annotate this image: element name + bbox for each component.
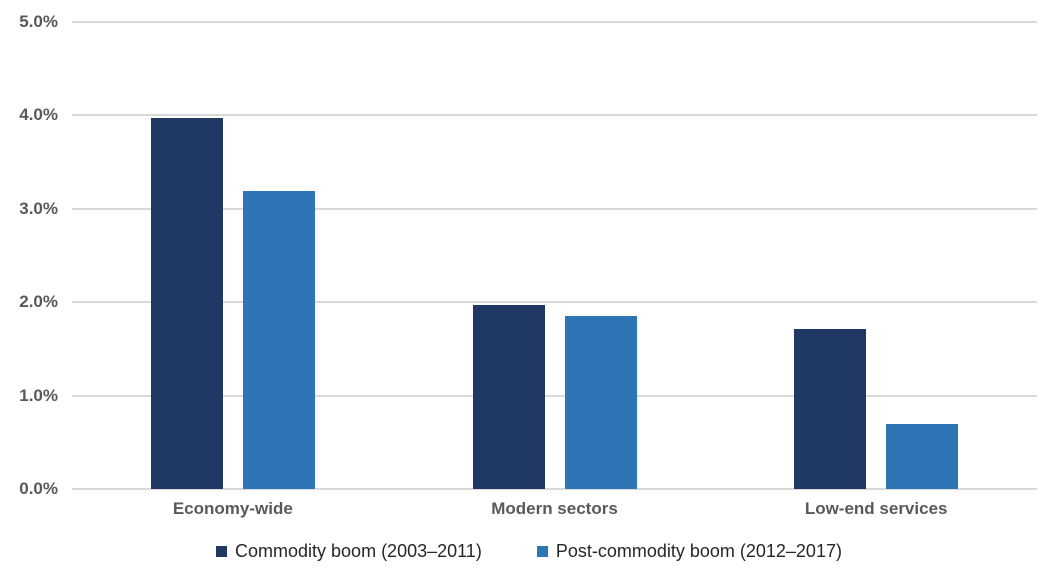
bar-modern-sectors-series-1 [564, 316, 637, 489]
x-category-label: Modern sectors [491, 499, 618, 518]
x-category-label: Low-end services [804, 499, 948, 518]
y-tick-label: 2.0% [19, 292, 58, 312]
gridline [72, 488, 1037, 490]
y-tick-label: 0.0% [19, 479, 58, 498]
gridline [72, 207, 1037, 210]
y-tick-label: 3.0% [19, 198, 58, 218]
bar-low-end-services-series-1 [886, 423, 959, 489]
y-tick-label: 5.0% [19, 12, 58, 31]
bar-economy-wide-series-0 [150, 118, 223, 489]
bar-modern-sectors-series-0 [472, 305, 545, 489]
gridline [72, 394, 1037, 397]
legend-item-series-1: Post-commodity boom (2012–2017) [536, 540, 842, 562]
legend-swatch-icon [216, 545, 228, 557]
gridline [72, 114, 1037, 117]
x-category-label: Economy-wide [172, 499, 293, 518]
bar-low-end-services-series-0 [794, 329, 867, 489]
legend-label: Post-commodity boom (2012–2017) [555, 540, 842, 561]
plot-area [72, 21, 1037, 490]
legend-swatch-icon [536, 545, 548, 557]
legend-label: Commodity boom (2003–2011) [235, 540, 482, 561]
legend-item-series-0: Commodity boom (2003–2011) [216, 541, 482, 562]
y-tick-label: 4.0% [19, 105, 58, 125]
gridline [72, 301, 1037, 304]
bar-economy-wide-series-1 [242, 191, 315, 489]
gridline [72, 21, 1037, 23]
legend: Commodity boom (2003–2011) Post-commodity… [0, 538, 1058, 564]
y-tick-label: 1.0% [19, 385, 58, 405]
